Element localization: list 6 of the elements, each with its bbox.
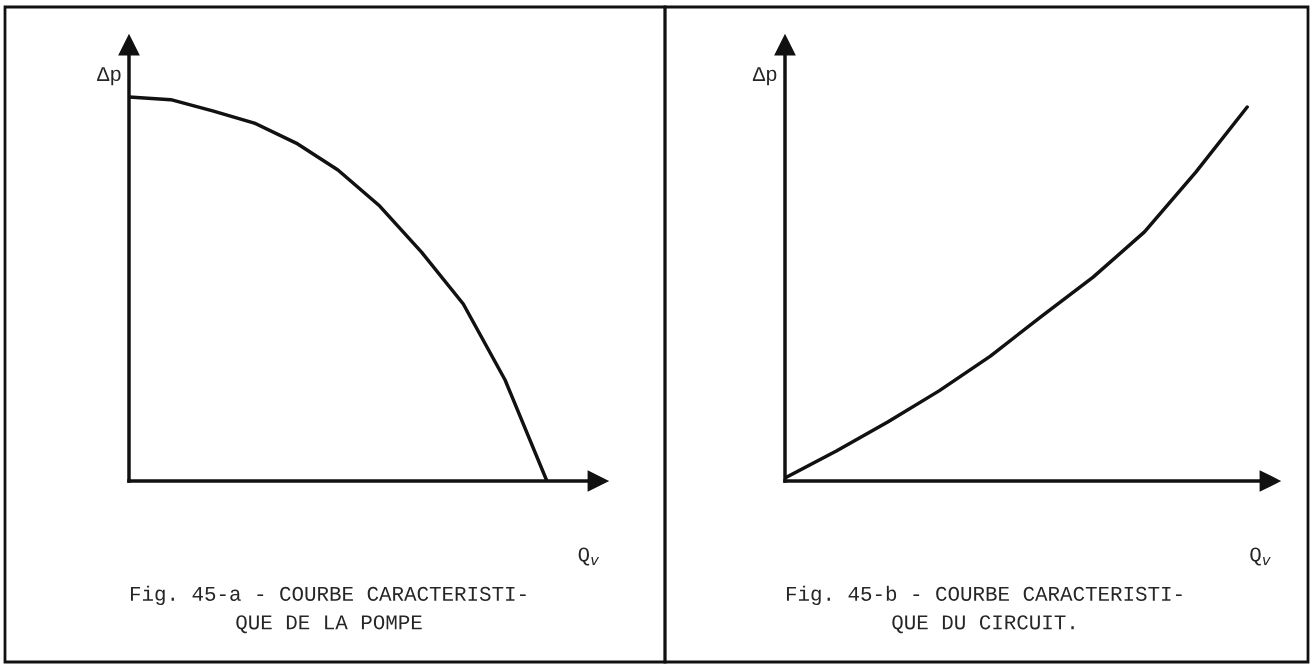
text: Fig. 45-a - COURBE CARACTERISTI- QUE DE LA POMPE [130,585,526,634]
x-axis-title: Q$_{v}$ [1250,547,1271,566]
text: Fig. 45-b - COURBE CARACTERISTI- QUE DU CIRCUIT. [786,585,1182,634]
y-axis-title: Δp [97,67,121,86]
y-axis-title: Δp [752,67,777,86]
x-axis-title: Q$_{v}$ [578,547,600,566]
